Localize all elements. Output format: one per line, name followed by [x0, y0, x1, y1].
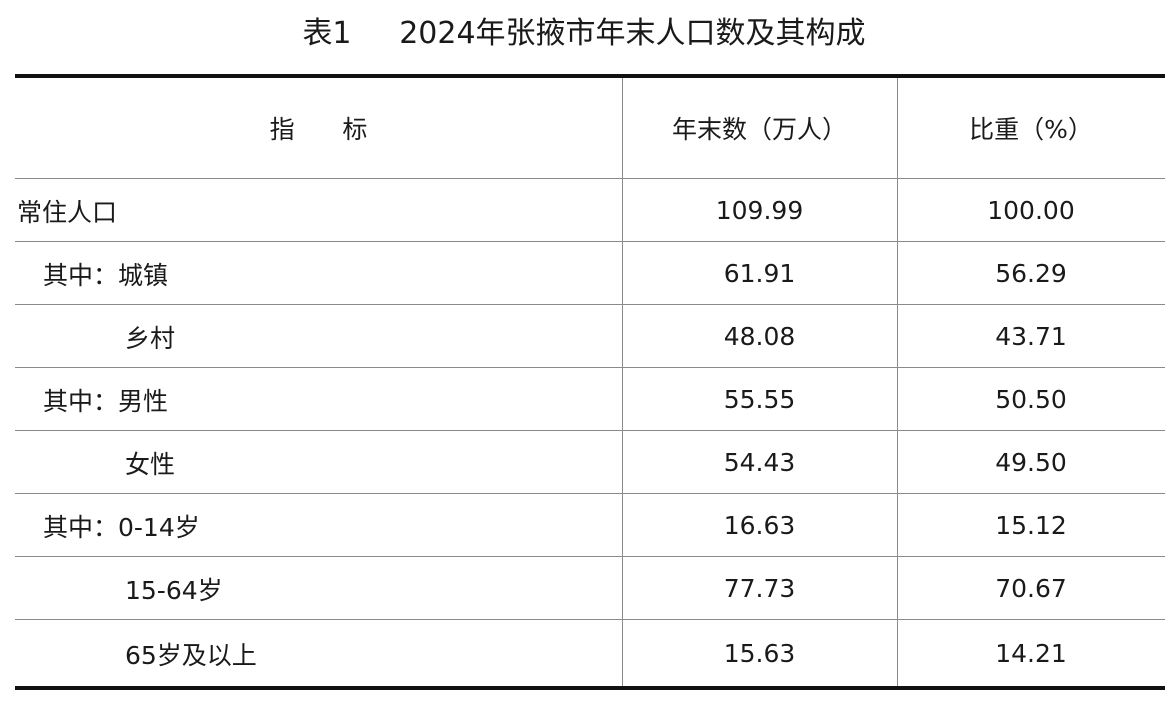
row-divider [15, 367, 1165, 368]
row-value: 61.91 [723, 259, 796, 288]
row-label: 15-64岁 [125, 575, 223, 605]
table-row: 其中：男性 55.55 50.50 [15, 368, 1165, 431]
header-row: 指 标 年末数（万人） 比重（%） [15, 78, 1165, 178]
table-row: 65岁及以上 15.63 14.21 [15, 620, 1165, 687]
row-value: 48.08 [723, 322, 796, 351]
row-label: 女性 [125, 449, 176, 479]
row-label: 65岁及以上 [125, 640, 257, 670]
row-value: 16.63 [723, 511, 796, 540]
row-share: 70.67 [995, 574, 1067, 603]
header-indicator: 指 标 [269, 115, 368, 144]
row-divider [15, 430, 1165, 431]
row-share: 49.50 [995, 448, 1067, 477]
row-label: 常住人口 [17, 197, 118, 227]
row-value: 77.73 [723, 574, 796, 603]
row-value: 54.43 [723, 448, 796, 477]
row-divider [15, 304, 1165, 305]
row-share: 43.71 [995, 322, 1067, 351]
row-label: 其中：男性 [43, 386, 169, 416]
row-share: 15.12 [995, 511, 1067, 540]
row-share: 50.50 [995, 385, 1067, 414]
row-divider [15, 241, 1165, 242]
table-title: 表1 2024年张掖市年末人口数及其构成 [302, 16, 866, 51]
row-share: 14.21 [995, 639, 1067, 668]
table-row: 其中：0-14岁 16.63 15.12 [15, 494, 1165, 557]
row-label: 乡村 [125, 323, 176, 353]
column-divider [897, 78, 898, 686]
row-divider [15, 556, 1165, 557]
row-label: 其中：城镇 [43, 260, 169, 290]
bottom-rule [15, 686, 1165, 690]
header-year-end: 年末数（万人） [671, 115, 847, 144]
row-label: 其中：0-14岁 [43, 512, 200, 542]
column-divider [622, 78, 623, 686]
table-row: 常住人口 109.99 100.00 [15, 179, 1165, 242]
row-divider [15, 493, 1165, 494]
row-value: 55.55 [723, 385, 796, 414]
table-row: 乡村 48.08 43.71 [15, 305, 1165, 368]
row-value: 109.99 [715, 196, 804, 225]
top-rule [15, 74, 1165, 78]
header-share: 比重（%） [969, 115, 1093, 144]
row-divider [15, 619, 1165, 620]
row-divider [15, 178, 1165, 179]
row-value: 15.63 [723, 639, 796, 668]
row-share: 100.00 [987, 196, 1075, 225]
table-row: 15-64岁 77.73 70.67 [15, 557, 1165, 620]
table-row: 女性 54.43 49.50 [15, 431, 1165, 494]
table-row: 其中：城镇 61.91 56.29 [15, 242, 1165, 305]
row-share: 56.29 [995, 259, 1067, 288]
